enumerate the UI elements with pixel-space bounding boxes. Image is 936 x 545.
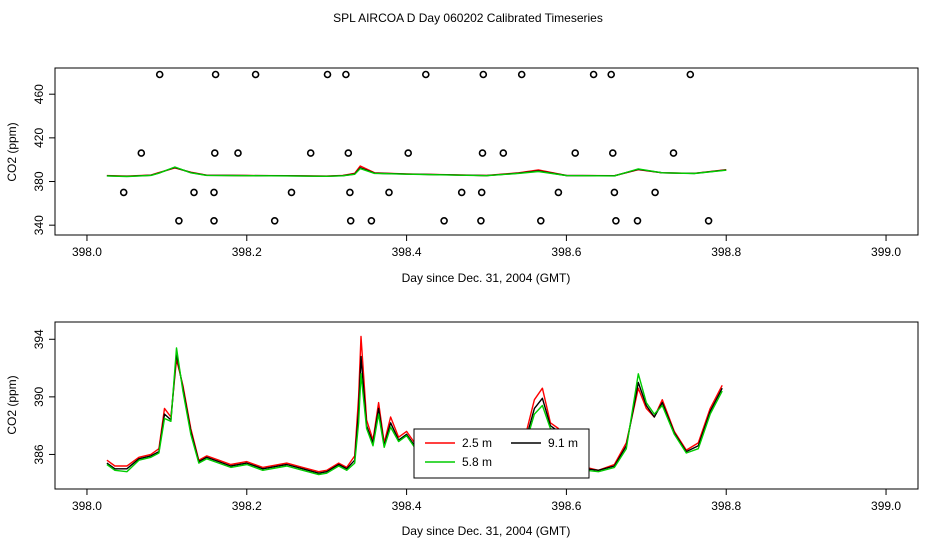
series-line xyxy=(106,166,727,178)
data-point xyxy=(517,70,526,79)
data-point xyxy=(589,70,598,79)
data-point xyxy=(571,149,580,157)
y-tick-label: 340 xyxy=(32,215,46,235)
x-tick-label: 399.0 xyxy=(871,499,901,513)
data-point xyxy=(175,217,183,225)
data-point xyxy=(478,149,487,157)
data-point xyxy=(686,70,695,79)
data-point xyxy=(536,217,545,225)
data-point xyxy=(404,149,413,157)
data-point xyxy=(155,70,164,79)
data-point xyxy=(234,149,242,157)
x-tick-label: 398.4 xyxy=(392,245,422,259)
data-point xyxy=(287,188,296,197)
y-axis: 386 390 394 xyxy=(32,329,55,464)
data-point xyxy=(704,217,713,225)
data-point xyxy=(306,149,315,157)
x-tick-label: 398.6 xyxy=(551,499,581,513)
x-tick-label: 398.4 xyxy=(392,499,422,513)
x-tick-label: 398.6 xyxy=(551,245,581,259)
series-line-5-8-m xyxy=(106,347,723,476)
data-point xyxy=(440,217,448,225)
data-point xyxy=(669,149,678,157)
data-point xyxy=(210,217,218,225)
x-axis-label: Day since Dec. 31, 2004 (GMT) xyxy=(402,271,571,285)
x-tick-label: 398.2 xyxy=(232,245,262,259)
y-tick-label: 420 xyxy=(32,128,46,148)
x-tick-label: 398.2 xyxy=(232,499,262,513)
y-tick-label: 394 xyxy=(32,329,46,349)
data-point xyxy=(633,217,642,225)
plot-frame xyxy=(54,67,919,236)
legend-label-2-5m: 2.5 m xyxy=(462,436,492,450)
data-point xyxy=(137,149,146,157)
x-tick-label: 398.8 xyxy=(711,499,741,513)
data-point xyxy=(211,70,220,79)
data-point xyxy=(190,188,198,197)
data-point xyxy=(610,188,619,197)
data-point xyxy=(251,70,260,79)
plot-marks xyxy=(106,335,723,476)
y-axis-label: CO2 (ppm) xyxy=(5,375,19,434)
legend-label-5-8m: 5.8 m xyxy=(462,455,492,469)
bottom-panel: 398.0 398.2 398.4 398.6 398.8 399.0 386 390 394… xyxy=(5,321,919,538)
data-point xyxy=(499,149,508,157)
top-panel: 398.0 398.2 398.4 398.6 398.8 399.0 340 380 420… xyxy=(5,67,919,285)
data-point xyxy=(211,149,219,157)
data-point xyxy=(608,149,617,157)
y-tick-label: 390 xyxy=(32,387,46,407)
data-point xyxy=(367,217,376,225)
data-point xyxy=(457,188,466,197)
data-point xyxy=(651,188,659,197)
data-point xyxy=(477,188,486,197)
data-point xyxy=(119,188,128,197)
data-point xyxy=(479,70,488,79)
data-point xyxy=(421,70,430,79)
data-point xyxy=(323,70,332,79)
data-point xyxy=(344,149,353,157)
x-tick-label: 399.0 xyxy=(871,245,901,259)
y-axis-label: CO2 (ppm) xyxy=(5,122,19,181)
x-tick-label: 398.0 xyxy=(72,245,102,259)
data-point xyxy=(612,217,620,225)
data-point xyxy=(607,70,616,79)
y-axis: 340 380 420 460 xyxy=(32,84,55,235)
data-point xyxy=(346,217,355,225)
y-tick-label: 386 xyxy=(32,444,46,464)
figure-title: SPL AIRCOA D Day 060202 Calibrated Times… xyxy=(333,11,603,25)
legend: 2.5 m 9.1 m 5.8 m xyxy=(413,428,590,479)
legend-box xyxy=(413,428,590,479)
x-axis-label: Day since Dec. 31, 2004 (GMT) xyxy=(402,524,571,538)
data-point xyxy=(554,188,563,197)
data-point xyxy=(385,188,393,197)
plot-frame xyxy=(54,321,919,490)
plot-marks xyxy=(106,70,727,225)
y-tick-label: 380 xyxy=(32,171,46,191)
data-point xyxy=(477,217,485,225)
x-tick-label: 398.8 xyxy=(711,245,741,259)
data-point xyxy=(270,217,279,225)
y-tick-label: 460 xyxy=(32,84,46,104)
data-point xyxy=(210,188,218,197)
x-axis: 398.0 398.2 398.4 398.6 398.8 399.0 xyxy=(72,489,901,513)
legend-label-9-1m: 9.1 m xyxy=(548,436,578,450)
data-point xyxy=(342,70,350,79)
data-point xyxy=(346,188,354,197)
x-axis: 398.0 398.2 398.4 398.6 398.8 399.0 xyxy=(72,235,901,259)
x-tick-label: 398.0 xyxy=(72,499,102,513)
